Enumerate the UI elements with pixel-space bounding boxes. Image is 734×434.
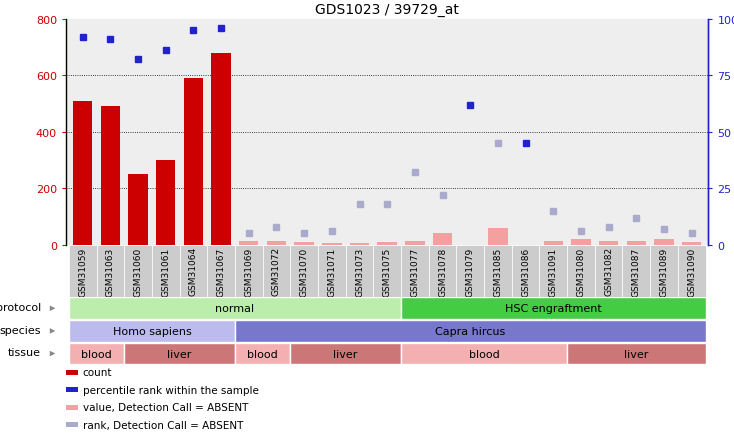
Text: GSM31069: GSM31069 bbox=[244, 247, 253, 296]
Text: tissue: tissue bbox=[8, 348, 41, 358]
Bar bbox=[152, 245, 180, 297]
Bar bbox=[488, 228, 508, 245]
Bar bbox=[405, 242, 424, 245]
Bar bbox=[184, 79, 203, 245]
Text: GSM31072: GSM31072 bbox=[272, 247, 281, 296]
Text: blood: blood bbox=[247, 349, 278, 358]
Text: GSM31059: GSM31059 bbox=[78, 247, 87, 296]
Bar bbox=[512, 245, 539, 297]
Text: GSM31087: GSM31087 bbox=[632, 247, 641, 296]
Bar bbox=[69, 298, 401, 319]
Text: GSM31073: GSM31073 bbox=[355, 247, 364, 296]
Text: GSM31082: GSM31082 bbox=[604, 247, 613, 296]
Bar bbox=[595, 245, 622, 297]
Bar bbox=[457, 245, 484, 297]
Bar bbox=[128, 174, 148, 245]
Bar bbox=[66, 422, 78, 427]
Bar bbox=[429, 245, 457, 297]
Bar bbox=[346, 245, 374, 297]
Bar bbox=[544, 241, 563, 245]
Bar bbox=[66, 405, 78, 410]
Bar bbox=[96, 245, 124, 297]
Bar bbox=[124, 343, 235, 365]
Bar bbox=[484, 245, 512, 297]
Bar bbox=[678, 245, 705, 297]
Text: GSM31067: GSM31067 bbox=[217, 247, 225, 296]
Text: GSM31090: GSM31090 bbox=[687, 247, 697, 296]
Text: GSM31085: GSM31085 bbox=[493, 247, 502, 296]
Bar bbox=[322, 243, 341, 245]
Text: GSM31089: GSM31089 bbox=[660, 247, 669, 296]
Text: GSM31063: GSM31063 bbox=[106, 247, 115, 296]
Text: liver: liver bbox=[167, 349, 192, 358]
Bar bbox=[235, 245, 263, 297]
Bar bbox=[156, 161, 175, 245]
Bar bbox=[654, 240, 674, 245]
Text: GSM31091: GSM31091 bbox=[549, 247, 558, 296]
Bar bbox=[650, 245, 678, 297]
Bar bbox=[627, 241, 646, 245]
Text: liver: liver bbox=[624, 349, 649, 358]
Bar bbox=[318, 245, 346, 297]
Bar bbox=[539, 245, 567, 297]
Bar bbox=[567, 245, 595, 297]
Text: normal: normal bbox=[215, 304, 255, 313]
Bar bbox=[571, 240, 591, 245]
Bar bbox=[290, 343, 401, 365]
Text: GSM31061: GSM31061 bbox=[161, 247, 170, 296]
Text: GSM31079: GSM31079 bbox=[466, 247, 475, 296]
Text: GSM31080: GSM31080 bbox=[576, 247, 586, 296]
Text: species: species bbox=[0, 325, 41, 335]
Bar bbox=[401, 343, 567, 365]
Text: blood: blood bbox=[81, 349, 112, 358]
Bar bbox=[433, 234, 452, 245]
Text: Homo sapiens: Homo sapiens bbox=[112, 326, 192, 336]
Text: value, Detection Call = ABSENT: value, Detection Call = ABSENT bbox=[83, 402, 248, 412]
Bar bbox=[66, 388, 78, 392]
Text: GSM31070: GSM31070 bbox=[299, 247, 308, 296]
Text: GSM31077: GSM31077 bbox=[410, 247, 419, 296]
Text: rank, Detection Call = ABSENT: rank, Detection Call = ABSENT bbox=[83, 420, 243, 430]
Text: GSM31060: GSM31060 bbox=[134, 247, 142, 296]
Text: count: count bbox=[83, 368, 112, 378]
Bar bbox=[263, 245, 290, 297]
Text: GSM31064: GSM31064 bbox=[189, 247, 198, 296]
Text: Capra hircus: Capra hircus bbox=[435, 326, 506, 336]
Bar bbox=[290, 245, 318, 297]
Text: GSM31078: GSM31078 bbox=[438, 247, 447, 296]
Bar bbox=[401, 245, 429, 297]
Text: HSC engraftment: HSC engraftment bbox=[505, 304, 602, 313]
Text: GSM31071: GSM31071 bbox=[327, 247, 336, 296]
Text: protocol: protocol bbox=[0, 302, 41, 312]
Bar bbox=[401, 298, 705, 319]
Bar bbox=[73, 101, 92, 245]
Text: percentile rank within the sample: percentile rank within the sample bbox=[83, 385, 258, 395]
Bar bbox=[567, 343, 705, 365]
Bar bbox=[377, 242, 397, 245]
Bar bbox=[239, 241, 258, 245]
Bar bbox=[66, 370, 78, 375]
Bar bbox=[101, 107, 120, 245]
Bar bbox=[682, 242, 702, 245]
Bar bbox=[207, 245, 235, 297]
Bar bbox=[124, 245, 152, 297]
Bar bbox=[180, 245, 207, 297]
Bar bbox=[69, 320, 235, 342]
Text: GSM31086: GSM31086 bbox=[521, 247, 530, 296]
Title: GDS1023 / 39729_at: GDS1023 / 39729_at bbox=[315, 3, 459, 17]
Text: liver: liver bbox=[333, 349, 358, 358]
Bar bbox=[69, 343, 124, 365]
Bar bbox=[235, 343, 290, 365]
Bar bbox=[235, 320, 705, 342]
Bar bbox=[69, 245, 96, 297]
Bar bbox=[211, 53, 230, 245]
Bar bbox=[622, 245, 650, 297]
Bar bbox=[350, 243, 369, 245]
Bar bbox=[294, 242, 314, 245]
Text: blood: blood bbox=[469, 349, 499, 358]
Bar bbox=[374, 245, 401, 297]
Text: GSM31075: GSM31075 bbox=[382, 247, 392, 296]
Bar bbox=[266, 242, 286, 245]
Bar bbox=[599, 241, 618, 245]
